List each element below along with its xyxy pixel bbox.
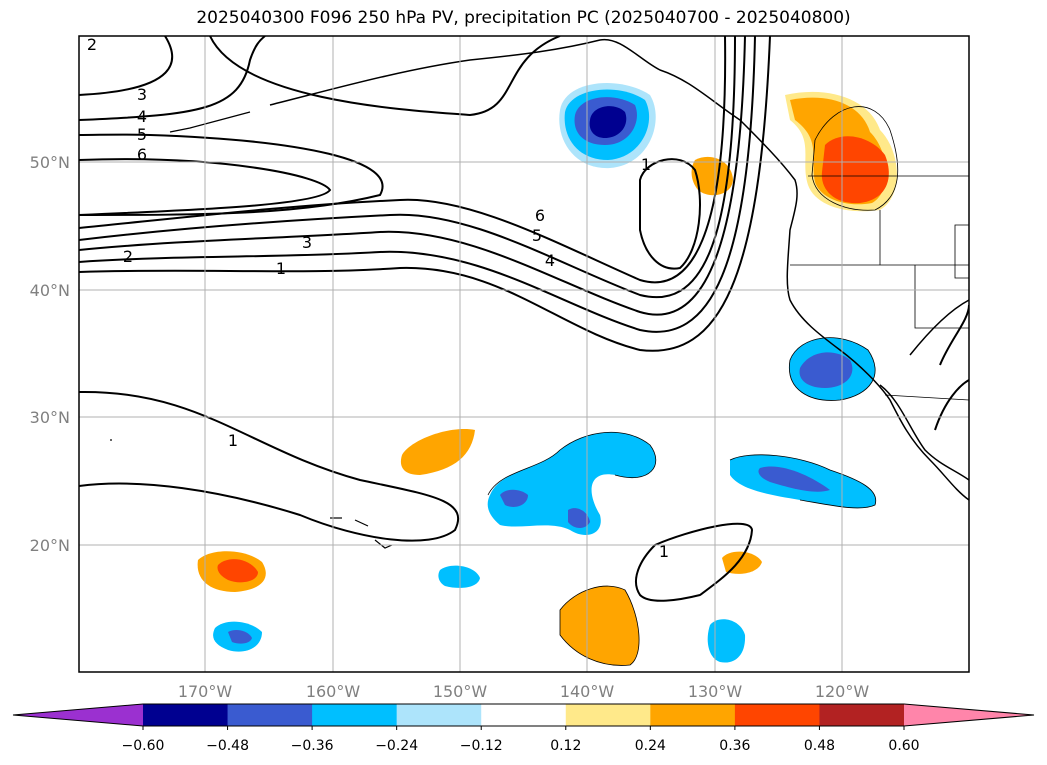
lat-label-30n: 30°N <box>30 408 70 427</box>
colorbar-tick-label: 0.36 <box>719 738 750 754</box>
colorbar-segment <box>227 704 313 726</box>
colorbar-segment <box>312 704 398 726</box>
contour-label-1-closed: 1 <box>641 155 651 174</box>
contour-label-3-west: 3 <box>302 233 312 252</box>
contour-label-1-hawaii: 1 <box>228 431 238 450</box>
contour-label-6-north: 6 <box>137 145 147 164</box>
pv-contour-3 <box>79 36 746 316</box>
colorbar-segment <box>650 704 736 726</box>
contour-label-6-center: 6 <box>535 206 545 225</box>
contour-label-3-north: 3 <box>137 85 147 104</box>
colorbar-tick-label: 0.60 <box>888 738 919 754</box>
grid-lines <box>79 36 969 672</box>
precip-positive-offshore <box>691 156 733 196</box>
precip-negative-central-pacific <box>487 432 656 535</box>
contour-label-5-north: 5 <box>137 125 147 144</box>
contour-label-2-west: 2 <box>123 247 133 266</box>
pv-contour-1 <box>79 36 771 352</box>
precip-outline-pnw <box>811 106 899 211</box>
colorbar-tick-label: 0.48 <box>804 738 835 754</box>
precipitation-shading <box>197 83 897 666</box>
lon-label-140w: 140°W <box>560 682 615 701</box>
precip-positive-pacific-northwest-core <box>821 136 889 204</box>
lon-label-170w: 170°W <box>178 682 233 701</box>
contour-label-5-center: 5 <box>532 226 542 245</box>
pv-contour-east-2 <box>934 379 969 431</box>
precip-positive-north-of-hawaii <box>400 429 475 475</box>
colorbar-extend-min <box>13 704 143 726</box>
pv-contour-south <box>635 522 754 602</box>
colorbar-segment <box>734 704 820 726</box>
lon-label-130w: 130°W <box>688 682 743 701</box>
lon-label-150w: 150°W <box>433 682 488 701</box>
pv-contour-hawaii <box>79 390 460 542</box>
island-hawaii-2 <box>354 519 369 527</box>
pv-contour-north-2 <box>79 36 266 121</box>
colorbar-segment <box>396 704 482 726</box>
island-hawaii-3 <box>374 539 393 549</box>
latitude-labels: 50°N 40°N 30°N 20°N <box>30 153 70 555</box>
precip-negative-east-pacific-core <box>758 466 830 492</box>
colorbar-tick-label: −0.36 <box>291 738 334 754</box>
precip-outline-south <box>559 585 640 666</box>
pv-contour-north <box>79 36 174 96</box>
precip-negative-central-pacific-core-west <box>500 489 528 507</box>
lon-label-120w: 120°W <box>815 682 870 701</box>
contour-label-2-north: 2 <box>87 35 97 54</box>
precip-negative-gulf-of-alaska-core <box>589 106 627 138</box>
precip-positive-south <box>560 586 640 666</box>
contour-labels: 2 3 4 5 6 2 3 1 6 5 4 1 1 1 <box>87 35 669 561</box>
colorbar-tick-label: −0.48 <box>206 738 249 754</box>
longitude-labels: 170°W 160°W 150°W 140°W 130°W 120°W <box>178 682 870 701</box>
map-title: 2025040300 F096 250 hPa PV, precipitatio… <box>196 8 851 28</box>
precip-outline-east-pacific <box>729 454 877 509</box>
precip-negative-south <box>707 619 746 663</box>
coastline-baja <box>879 384 969 481</box>
colorbar-tick-label: −0.60 <box>122 738 165 754</box>
pv-contour-closed <box>639 158 701 270</box>
precip-negative-central-pacific-core-south <box>568 508 590 528</box>
contour-label-4-north: 4 <box>137 107 147 126</box>
map-frame <box>78 35 970 673</box>
colorbar-tick-label: −0.12 <box>460 738 503 754</box>
pv-contour-2 <box>79 36 756 333</box>
colorbar-extend-max <box>904 704 1034 726</box>
lat-label-20n: 20°N <box>30 536 70 555</box>
lon-label-160w: 160°W <box>306 682 361 701</box>
pv-contour-4 <box>79 36 736 299</box>
contour-label-4-center: 4 <box>545 251 555 270</box>
colorbar-segment <box>481 704 567 726</box>
colorbar-segment <box>565 704 651 726</box>
precip-negative-west-small-core <box>228 630 252 644</box>
lat-label-50n: 50°N <box>30 153 70 172</box>
colorbar-tick-label: 0.24 <box>635 738 666 754</box>
coastline-alaska <box>269 38 969 501</box>
state-border-4 <box>954 224 969 279</box>
colorbar-segment <box>819 704 905 726</box>
coastline-mexico <box>909 299 969 356</box>
contour-label-1-west: 1 <box>276 259 286 278</box>
colorbar-tick-label: −0.24 <box>375 738 418 754</box>
border-us-mexico <box>884 394 969 401</box>
lat-label-40n: 40°N <box>30 281 70 300</box>
contour-label-1-south: 1 <box>659 542 669 561</box>
precip-outline-central-pacific <box>487 431 657 496</box>
pv-contours <box>79 36 969 602</box>
pv-contour-alaska <box>209 36 561 117</box>
pv-contour-6 <box>79 133 384 216</box>
colorbar-segment <box>143 704 229 726</box>
precip-negative-california-core <box>799 352 853 388</box>
political-boundaries <box>790 175 969 401</box>
precip-outlines <box>487 106 899 666</box>
colorbar-tick-label: 0.12 <box>550 738 581 754</box>
coastlines <box>269 38 969 501</box>
state-border-3 <box>914 265 969 329</box>
precip-positive-west-pacific-core <box>217 559 258 583</box>
precip-negative-hawaii-small <box>438 565 480 588</box>
colorbar: −0.60 −0.48 −0.36 −0.24 −0.12 0.12 0.24 0.36 0.4… <box>12 703 1035 754</box>
